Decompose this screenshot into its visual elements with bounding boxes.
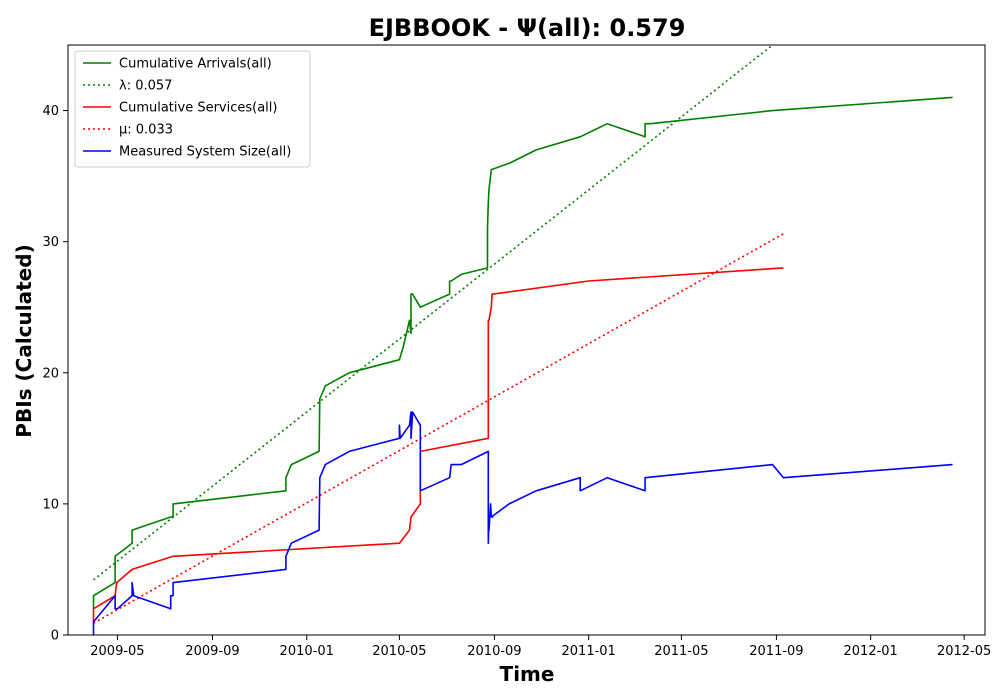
y-tick-label: 20: [42, 366, 59, 381]
x-tick-label: 2010-05: [372, 644, 426, 659]
legend-label: Measured System Size(all): [119, 145, 291, 160]
plot-area: [92, 45, 953, 635]
series-line-5: [92, 411, 953, 635]
legend-label: Cumulative Arrivals(all): [119, 57, 272, 72]
y-tick-label: 40: [42, 104, 59, 119]
legend-label: μ: 0.033: [119, 123, 173, 138]
legend-label: λ: 0.057: [119, 79, 172, 94]
x-tick-label: 2011-09: [749, 644, 803, 659]
x-tick-label: 2011-01: [562, 644, 616, 659]
x-axis-title: Time: [500, 662, 555, 686]
chart-title: EJBBOOK - Ψ(all): 0.579: [369, 14, 686, 42]
x-tick-label: 2011-05: [654, 644, 708, 659]
x-tick-label: 2010-01: [280, 644, 334, 659]
legend-label: Cumulative Services(all): [119, 101, 277, 116]
x-tick-label: 2010-09: [467, 644, 521, 659]
y-axis: 0 10 20 30 40: [42, 104, 68, 644]
legend-box: [74, 50, 311, 168]
x-tick-label: 2012-05: [937, 644, 991, 659]
y-axis-title: PBIs (Calculated): [12, 244, 36, 437]
x-tick-label: 2009-09: [185, 644, 239, 659]
y-tick-label: 0: [51, 629, 59, 644]
series-line-2: [93, 45, 774, 581]
x-tick-label: 2009-05: [90, 644, 144, 659]
y-tick-label: 30: [42, 235, 59, 250]
y-tick-label: 10: [42, 497, 59, 512]
series-line-4: [93, 233, 784, 624]
series-line-1: [92, 96, 953, 609]
x-axis: 2009-05 2009-09 2010-01 2010-05 2010-09 2011-…: [90, 635, 991, 659]
legend: Cumulative Arrivals(all) λ: 0.057 Cumulati…: [74, 50, 311, 168]
plot-frame: [67, 44, 986, 636]
x-tick-label: 2012-01: [844, 644, 898, 659]
series-line-3: [92, 267, 784, 622]
